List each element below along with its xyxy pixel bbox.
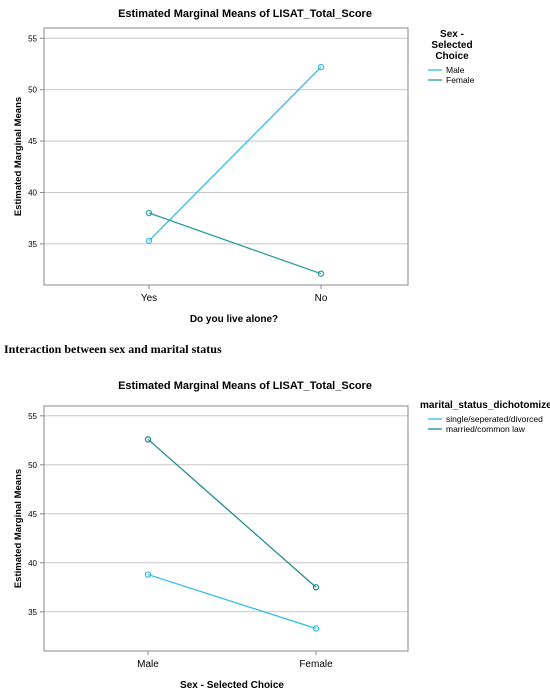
y-tick-label: 55 bbox=[28, 412, 37, 421]
legend-title: Sex - bbox=[440, 29, 464, 40]
series-line-2 bbox=[147, 438, 317, 588]
data-point-s1-1 bbox=[145, 237, 153, 244]
y-tick-label: 45 bbox=[28, 137, 37, 146]
data-point-s1-2 bbox=[317, 63, 325, 71]
plot-frame bbox=[43, 405, 409, 652]
data-point-s1-1 bbox=[144, 571, 152, 578]
series-line-2 bbox=[148, 212, 322, 275]
data-point-s2-1 bbox=[145, 209, 153, 217]
caption-interaction: Interaction between sex and marital stat… bbox=[4, 342, 222, 356]
x-axis-label: Do you live alone? bbox=[190, 314, 278, 325]
series-line-1 bbox=[148, 66, 322, 242]
legend-label-2: Female bbox=[446, 75, 475, 85]
y-tick-label: 50 bbox=[28, 86, 37, 95]
data-point-s2-2 bbox=[317, 270, 325, 277]
legend-label-1: Male bbox=[446, 65, 465, 75]
legend-label-2: married/common law bbox=[446, 424, 526, 434]
chart-marital-status: Estimated Marginal Means of LISAT_Total_… bbox=[13, 380, 550, 691]
y-tick-label: 35 bbox=[28, 240, 37, 249]
y-tick-label: 45 bbox=[28, 510, 37, 519]
y-tick-label: 35 bbox=[28, 608, 37, 617]
x-tick-label: Female bbox=[299, 659, 333, 670]
chart-title: Estimated Marginal Means of LISAT_Total_… bbox=[118, 380, 372, 392]
legend-title: marital_status_dichotomize bbox=[420, 400, 550, 411]
y-tick-label: 40 bbox=[28, 559, 37, 568]
data-point-s1-2 bbox=[312, 625, 320, 632]
x-tick-label: Yes bbox=[141, 293, 157, 304]
y-axis-label: Estimated Marginal Means bbox=[13, 97, 24, 216]
data-point-s2-1 bbox=[144, 436, 152, 443]
y-tick-label: 50 bbox=[28, 461, 37, 470]
chart-live-alone: Estimated Marginal Means of LISAT_Total_… bbox=[13, 8, 475, 325]
chart-title: Estimated Marginal Means of LISAT_Total_… bbox=[118, 8, 372, 20]
legend: marital_status_dichotomize single/seperat… bbox=[420, 400, 550, 434]
y-tick-label: 40 bbox=[28, 188, 37, 197]
plot-frame bbox=[43, 27, 409, 286]
y-axis-label: Estimated Marginal Means bbox=[13, 469, 24, 588]
x-tick-label: No bbox=[315, 293, 328, 304]
x-tick-label: Male bbox=[137, 659, 159, 670]
legend-title: Selected bbox=[431, 40, 472, 51]
legend-label-1: single/seperated/divorced bbox=[446, 414, 543, 424]
x-axis-label: Sex - Selected Choice bbox=[180, 680, 284, 691]
y-tick-label: 55 bbox=[28, 34, 37, 43]
data-point-s2-2 bbox=[312, 584, 320, 591]
legend-title: Choice bbox=[435, 51, 469, 62]
series-line-1 bbox=[147, 573, 317, 630]
